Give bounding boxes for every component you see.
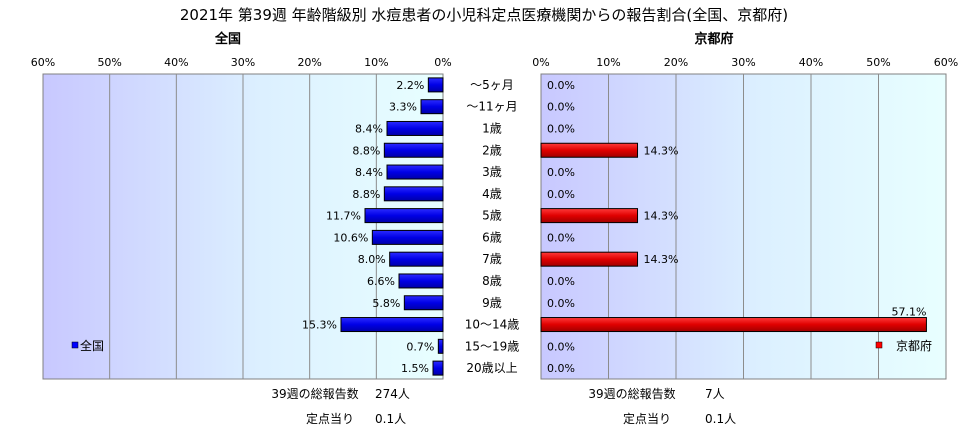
- data-label: 11.7%: [326, 210, 361, 223]
- x-tick-label: 20%: [664, 56, 688, 69]
- summary-per-label: 定点当り: [623, 411, 671, 426]
- data-label: 0.0%: [547, 275, 575, 288]
- legend-swatch: [875, 341, 883, 349]
- summary-total-label: 39週の総報告数: [271, 386, 358, 401]
- data-label: 3.3%: [389, 101, 417, 114]
- summary-per-value: 0.1人: [375, 412, 406, 426]
- chart-title: 2021年 第39週 年齢階級別 水痘患者の小児科定点医療機関からの報告割合(全…: [180, 6, 788, 24]
- panel-national: 全国 60% 50% 40% 30% 20% 10% 0% 2.2% 3.3% 8.4% 8.8% 8.…: [31, 31, 452, 426]
- legend-swatch: [71, 341, 79, 349]
- data-label: 8.8%: [352, 144, 380, 157]
- summary-total-value: 7人: [705, 387, 725, 401]
- data-label: 2.2%: [396, 79, 424, 92]
- bar: [540, 142, 639, 158]
- bar: [383, 186, 444, 202]
- x-tick-label: 20%: [297, 56, 321, 69]
- bar: [437, 338, 444, 354]
- category-label: 7歳: [482, 252, 502, 266]
- summary-total-value: 274人: [375, 387, 410, 401]
- bar: [340, 317, 444, 333]
- x-tick-label: 40%: [164, 56, 188, 69]
- bar: [371, 229, 444, 245]
- x-tick-label: 0%: [434, 56, 451, 69]
- bar: [403, 295, 444, 311]
- data-label: 0.0%: [547, 297, 575, 310]
- legend-label: 京都府: [896, 338, 932, 353]
- summary-per-value: 0.1人: [705, 412, 736, 426]
- category-label: 2歳: [482, 143, 502, 157]
- category-label: ～5ヶ月: [470, 78, 514, 92]
- bar: [540, 208, 639, 224]
- panel-title: 全国: [214, 31, 241, 47]
- category-label: 8歳: [482, 274, 502, 288]
- data-label: 1.5%: [401, 362, 429, 375]
- bar: [398, 273, 444, 289]
- summary-total-label: 39週の総報告数: [588, 386, 675, 401]
- x-tick-label: 50%: [866, 56, 890, 69]
- data-label: 8.0%: [358, 253, 386, 266]
- data-label: 57.1%: [891, 306, 926, 319]
- data-label: 0.0%: [547, 362, 575, 375]
- data-label: 0.0%: [547, 231, 575, 244]
- panel-title: 京都府: [694, 31, 733, 47]
- category-label: 20歳以上: [466, 361, 517, 375]
- data-label: 0.0%: [547, 101, 575, 114]
- bar: [540, 317, 927, 333]
- category-label: 9歳: [482, 296, 502, 310]
- data-label: 15.3%: [302, 319, 337, 332]
- bar: [420, 99, 444, 115]
- x-tick-label: 0%: [532, 56, 549, 69]
- panel-kyoto: 京都府 0% 10% 20% 30% 40% 50% 60% 0.0% 0.0% 0.0% 14.3%…: [532, 31, 958, 426]
- bar: [540, 251, 639, 267]
- bar: [389, 251, 444, 267]
- data-label: 0.0%: [547, 122, 575, 135]
- category-label: 5歳: [482, 209, 502, 223]
- data-label: 0.0%: [547, 79, 575, 92]
- data-label: 5.8%: [372, 297, 400, 310]
- data-label: 8.4%: [355, 166, 383, 179]
- data-label: 14.3%: [644, 253, 679, 266]
- data-label: 14.3%: [644, 210, 679, 223]
- category-label: 4歳: [482, 187, 502, 201]
- data-label: 6.6%: [367, 275, 395, 288]
- x-tick-label: 60%: [31, 56, 55, 69]
- bar: [427, 77, 444, 93]
- x-tick-label: 40%: [799, 56, 823, 69]
- data-label: 8.4%: [355, 122, 383, 135]
- x-tick-label: 60%: [934, 56, 958, 69]
- bar: [364, 208, 444, 224]
- data-label: 10.6%: [333, 231, 368, 244]
- bar: [386, 164, 444, 180]
- category-label: 15～19歳: [465, 339, 520, 353]
- plots: 全国 60% 50% 40% 30% 20% 10% 0% 2.2% 3.3% 8.4% 8.8% 8.…: [31, 31, 958, 426]
- x-tick-label: 30%: [731, 56, 755, 69]
- x-tick-label: 10%: [364, 56, 388, 69]
- data-label: 0.0%: [547, 340, 575, 353]
- data-label: 8.8%: [352, 188, 380, 201]
- summary-per-label: 定点当り: [306, 411, 354, 426]
- category-label: 3歳: [482, 165, 502, 179]
- bar: [386, 120, 444, 136]
- category-label: ～11ヶ月: [466, 100, 517, 114]
- category-label: 10～14歳: [465, 318, 520, 332]
- bar: [432, 360, 444, 376]
- x-tick-label: 50%: [97, 56, 121, 69]
- data-label: 0.0%: [547, 188, 575, 201]
- bar: [383, 142, 444, 158]
- data-label: 0.0%: [547, 166, 575, 179]
- x-tick-label: 10%: [596, 56, 620, 69]
- x-tick-label: 30%: [231, 56, 255, 69]
- category-label: 6歳: [482, 230, 502, 244]
- data-label: 14.3%: [644, 144, 679, 157]
- legend-label: 全国: [80, 338, 104, 353]
- category-label: 1歳: [482, 121, 502, 135]
- data-label: 0.7%: [406, 340, 434, 353]
